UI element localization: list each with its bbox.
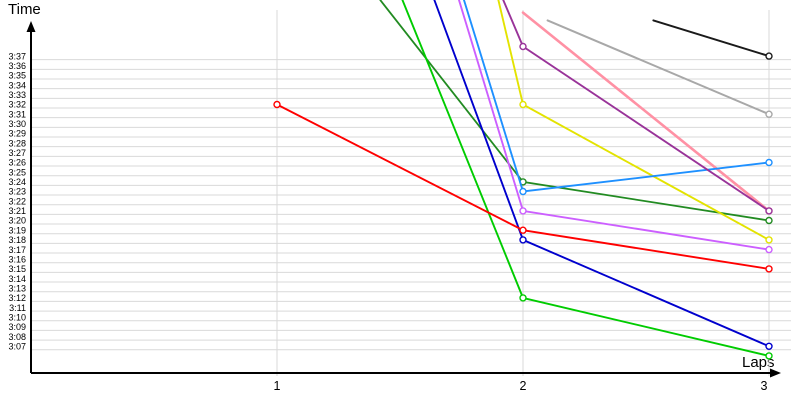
y-tick-label: 3:14 <box>8 274 26 284</box>
marker-cyan-lap-2 <box>519 187 527 196</box>
y-tick-label: 3:21 <box>8 206 26 216</box>
y-tick-label: 3:09 <box>8 322 26 332</box>
marker-red-lap-1 <box>273 100 281 109</box>
y-tick-label: 3:20 <box>8 216 26 226</box>
y-axis-arrow <box>26 21 36 32</box>
y-tick-label: 3:27 <box>8 148 26 158</box>
x-tick-label: 1 <box>274 379 281 393</box>
y-tick-label: 3:36 <box>8 61 26 71</box>
y-tick-label: 3:23 <box>8 187 26 197</box>
marker-dark-green-lap-3 <box>765 216 773 225</box>
line-magenta <box>458 0 770 251</box>
y-tick-label: 3:19 <box>8 225 26 235</box>
y-tick-label: 3:16 <box>8 254 26 264</box>
y-tick-label: 3:28 <box>8 138 26 148</box>
y-tick-label: 3:11 <box>9 303 26 313</box>
marker-purple-lap-3 <box>765 207 773 215</box>
y-tick-label: 3:10 <box>8 312 26 322</box>
y-tick-label: 3:18 <box>8 235 26 245</box>
marker-magenta-lap-3 <box>765 245 773 254</box>
line-blue <box>433 0 770 348</box>
marker-cyan-lap-3 <box>765 158 773 167</box>
marker-red-lap-2 <box>519 226 527 234</box>
line-pink <box>521 11 771 213</box>
marker-blue-lap-3 <box>765 342 773 350</box>
marker-blue-lap-2 <box>519 236 527 244</box>
y-tick-label: 3:35 <box>8 71 26 81</box>
marker-black-lap-3 <box>765 52 773 60</box>
y-tick-label: 3:13 <box>8 283 26 293</box>
y-axis-title: Time <box>8 1 41 18</box>
x-tick-label: 3 <box>761 379 768 393</box>
x-tick-label: 2 <box>520 379 527 393</box>
marker-green-lap-3 <box>765 352 773 360</box>
y-tick-label: 3:17 <box>8 245 26 255</box>
y-tick-label: 3:34 <box>8 80 26 90</box>
line-black <box>652 19 770 58</box>
y-tick-label: 3:12 <box>8 293 26 303</box>
marker-yellow-lap-3 <box>765 236 773 244</box>
y-tick-label: 3:33 <box>8 90 26 100</box>
y-tick-label: 3:22 <box>8 196 26 206</box>
y-tick-label: 3:07 <box>8 341 26 351</box>
y-tick-label: 3:31 <box>8 109 26 119</box>
marker-red-lap-3 <box>765 265 773 273</box>
y-tick-label: 3:15 <box>8 264 26 274</box>
y-tick-label: 3:26 <box>8 158 26 168</box>
y-tick-label: 3:30 <box>8 119 26 129</box>
marker-purple-lap-2 <box>519 42 527 51</box>
marker-magenta-lap-2 <box>519 207 527 215</box>
marker-green-lap-2 <box>519 294 527 302</box>
y-tick-label: 3:24 <box>8 177 26 187</box>
y-tick-label: 3:25 <box>8 167 26 177</box>
line-gray <box>546 19 770 116</box>
marker-yellow-lap-2 <box>519 100 527 109</box>
y-tick-label: 3:08 <box>8 332 26 342</box>
line-green <box>401 0 770 357</box>
y-tick-label: 3:37 <box>8 51 26 61</box>
x-axis-arrow <box>770 368 781 378</box>
y-tick-label: 3:32 <box>8 100 26 110</box>
y-tick-label: 3:29 <box>8 129 26 139</box>
marker-gray-lap-3 <box>765 110 773 118</box>
